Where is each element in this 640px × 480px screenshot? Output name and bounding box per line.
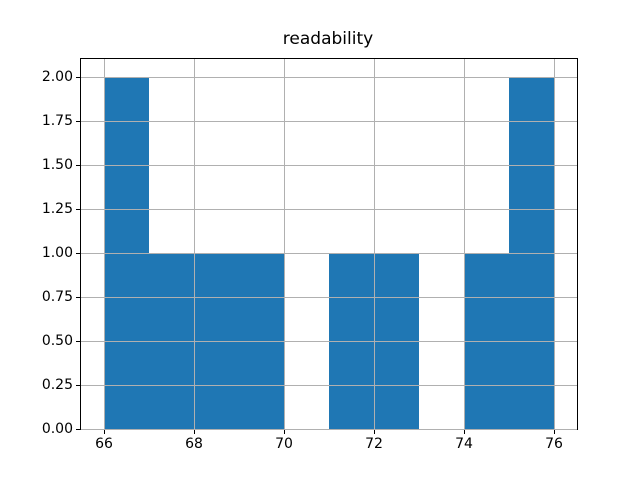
y-tick-label: 1.50 (41, 157, 73, 173)
y-gridline (81, 165, 577, 166)
y-tick-mark (76, 253, 80, 254)
y-tick-mark (76, 297, 80, 298)
x-tick-label: 76 (545, 436, 563, 452)
x-tick-mark (104, 430, 105, 434)
x-tick-mark (374, 430, 375, 434)
y-tick-mark (76, 165, 80, 166)
y-gridline (81, 77, 577, 78)
grid-layer (81, 59, 577, 430)
x-tick-mark (464, 430, 465, 434)
chart-title: readability (282, 29, 374, 49)
y-tick-label: 0.50 (41, 333, 73, 349)
y-tick-label: 0.00 (41, 421, 73, 437)
x-tick-mark (554, 430, 555, 434)
x-gridline (194, 59, 195, 429)
x-tick-label: 68 (185, 436, 203, 452)
y-tick-mark (76, 429, 80, 430)
y-tick-mark (76, 121, 80, 122)
y-gridline (81, 209, 577, 210)
y-tick-label: 0.75 (41, 289, 73, 305)
y-gridline (81, 385, 577, 386)
y-gridline (81, 341, 577, 342)
y-tick-mark (76, 77, 80, 78)
x-tick-label: 74 (455, 436, 473, 452)
y-gridline (81, 297, 577, 298)
y-tick-label: 1.00 (41, 245, 73, 261)
x-gridline (374, 59, 375, 429)
y-tick-label: 1.25 (41, 201, 73, 217)
x-gridline (284, 59, 285, 429)
y-gridline (81, 121, 577, 122)
x-tick-label: 70 (275, 436, 293, 452)
y-tick-label: 2.00 (41, 69, 73, 85)
y-tick-mark (76, 341, 80, 342)
x-gridline (464, 59, 465, 429)
y-gridline (81, 429, 577, 430)
x-gridline (104, 59, 105, 429)
plot-area: 0.00 0.25 0.50 0.75 1.00 1.25 1.50 1.75 2.00 66 68… (42, 58, 578, 452)
y-tick-label: 1.75 (41, 113, 73, 129)
y-gridline (81, 253, 577, 254)
y-tick-label: 0.25 (41, 377, 73, 393)
x-gridline (554, 59, 555, 429)
x-tick-label: 66 (95, 436, 113, 452)
y-tick-mark (76, 385, 80, 386)
x-tick-label: 72 (365, 436, 383, 452)
y-tick-mark (76, 209, 80, 210)
x-tick-mark (194, 430, 195, 434)
x-tick-mark (284, 430, 285, 434)
